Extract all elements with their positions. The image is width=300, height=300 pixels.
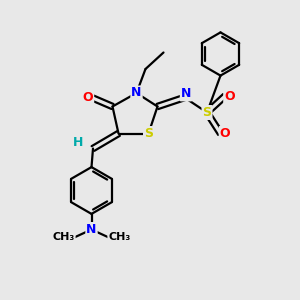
Text: O: O bbox=[82, 91, 93, 104]
Text: O: O bbox=[224, 89, 235, 103]
Text: O: O bbox=[220, 127, 230, 140]
Text: CH₃: CH₃ bbox=[52, 232, 75, 242]
Text: N: N bbox=[86, 223, 97, 236]
Text: H: H bbox=[73, 136, 83, 149]
Text: N: N bbox=[181, 87, 191, 101]
Text: H: H bbox=[73, 136, 83, 149]
Text: S: S bbox=[144, 127, 153, 140]
Text: S: S bbox=[202, 106, 211, 119]
Text: CH₃: CH₃ bbox=[108, 232, 130, 242]
Text: N: N bbox=[131, 86, 142, 100]
